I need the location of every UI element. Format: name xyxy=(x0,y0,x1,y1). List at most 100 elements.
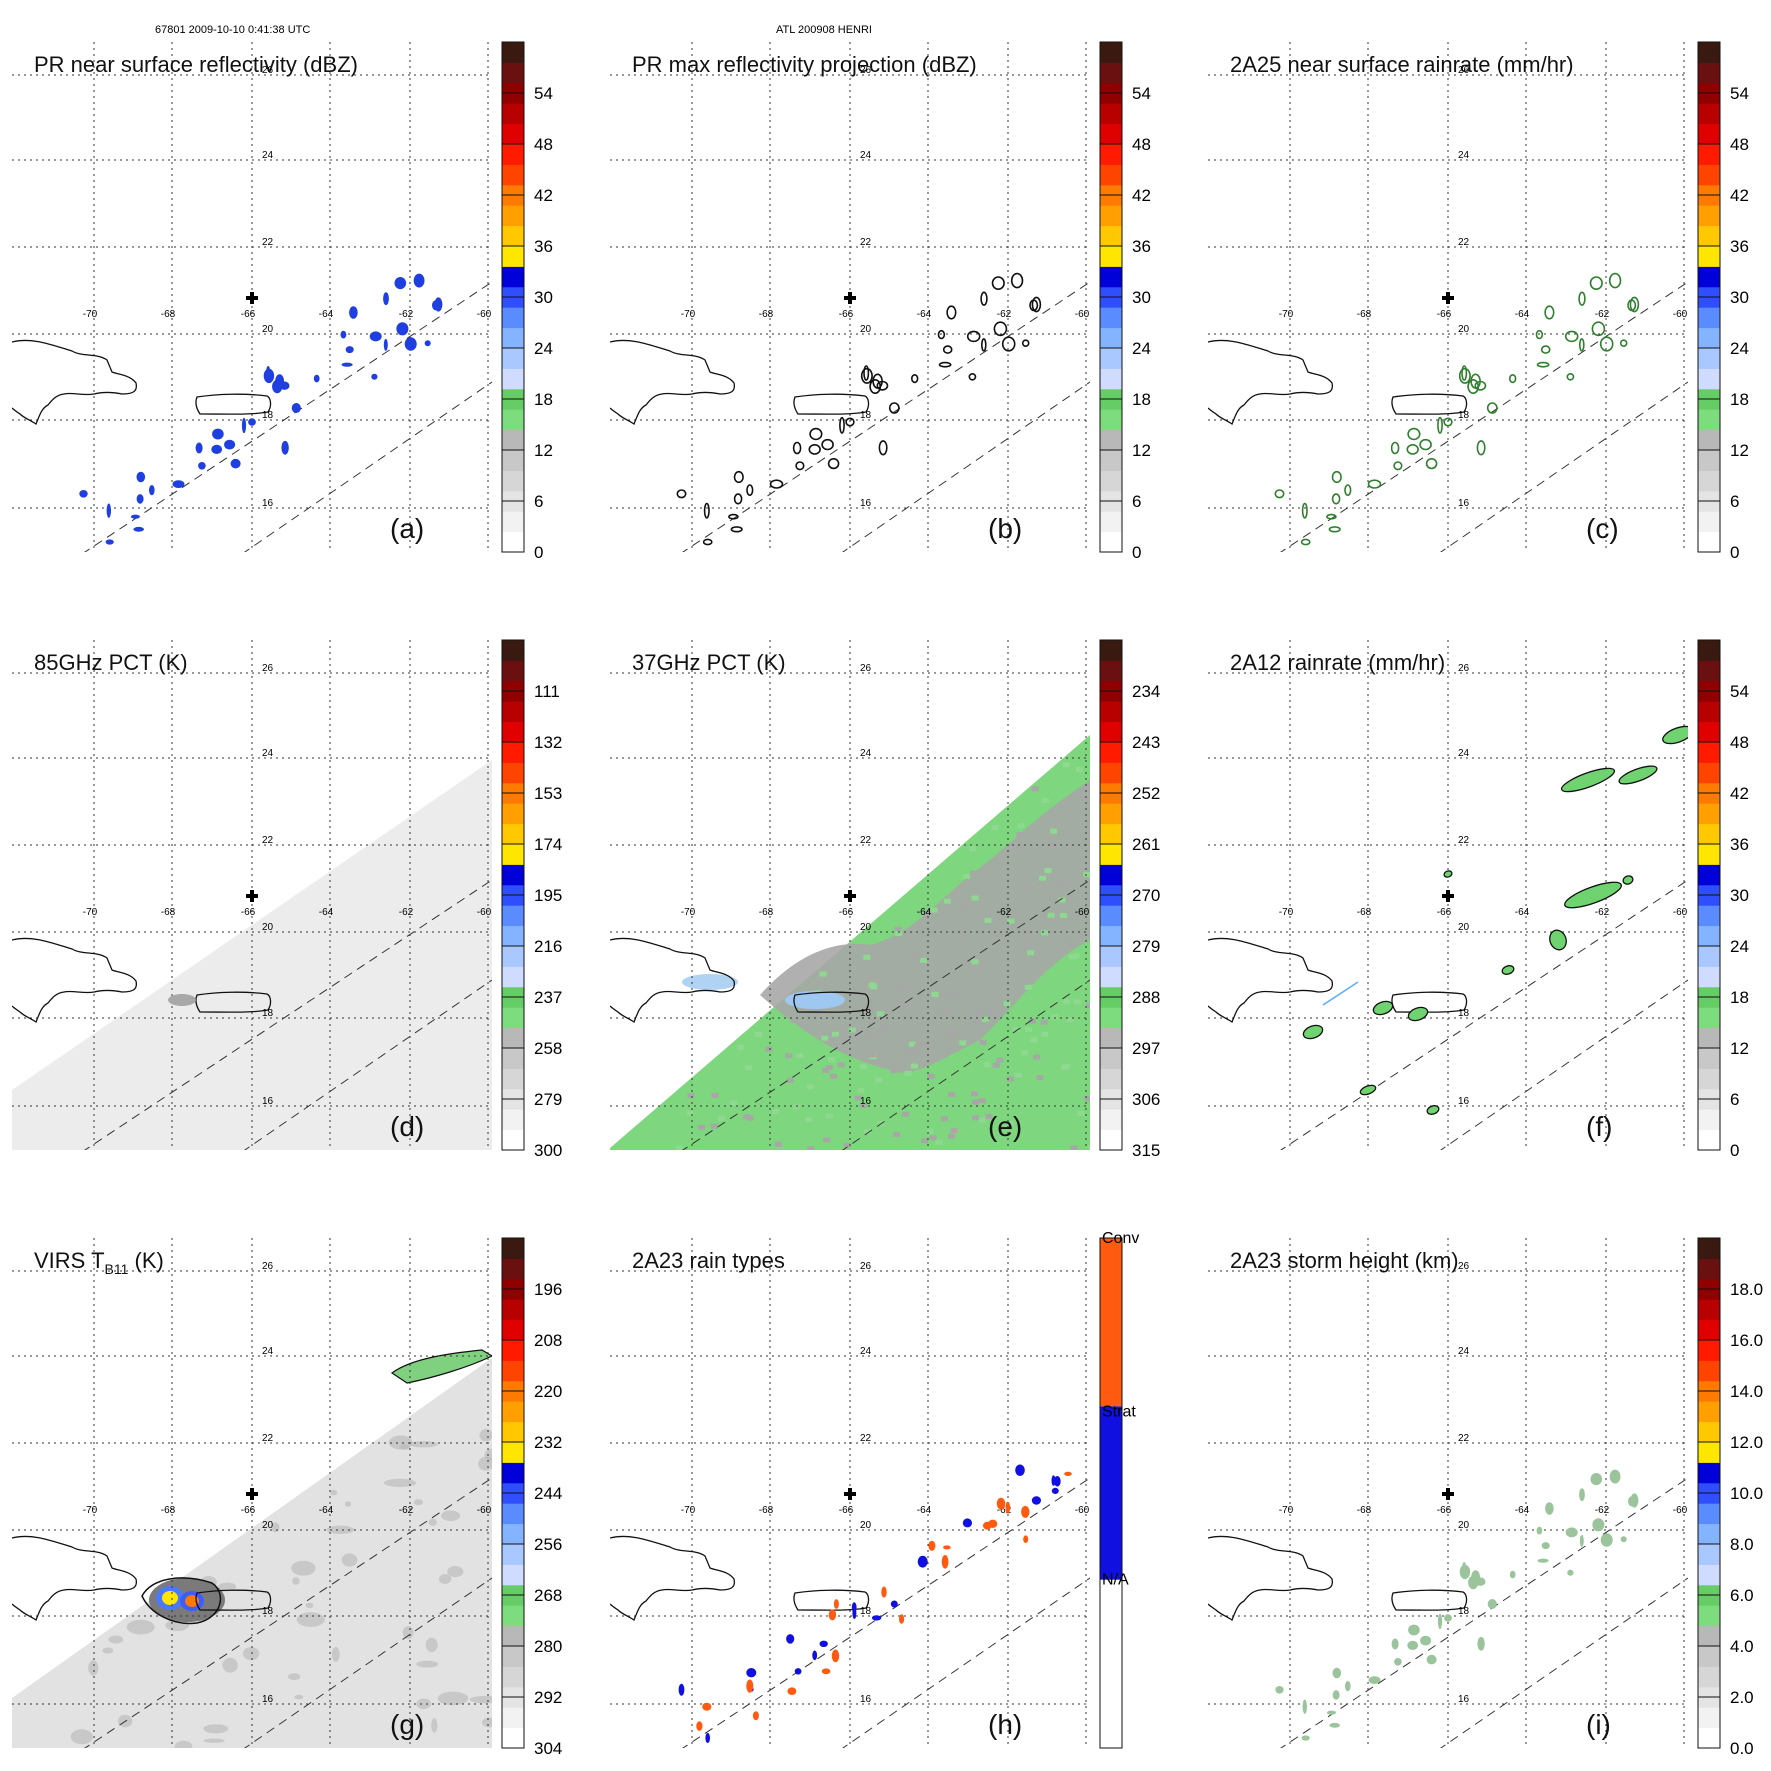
cloud-texture xyxy=(108,1635,124,1644)
pixel-mottle xyxy=(828,1057,836,1062)
echo-cell xyxy=(1437,1613,1443,1630)
colorbar-tick-label: 252 xyxy=(1132,784,1160,803)
colorbar-segment xyxy=(502,1319,524,1341)
pixel-mottle xyxy=(904,1070,912,1076)
pixel-mottle xyxy=(922,1042,930,1048)
panel-f: -70 -68 -66 -64 -62 -60 26 24 22 20 18 16 2A12 rainr… xyxy=(1208,639,1749,1160)
cross-bar xyxy=(250,890,254,902)
colorbar-tick-label: 18 xyxy=(1730,390,1749,409)
colorbar-tick-label: 292 xyxy=(534,1688,562,1707)
colorbar-segment xyxy=(1100,103,1122,125)
colorbar-segment xyxy=(1698,742,1720,763)
echo-cell xyxy=(130,514,140,519)
lat-label: 24 xyxy=(860,748,872,759)
storm-center-marker xyxy=(844,890,856,902)
rain-type-cell xyxy=(1064,1471,1072,1476)
pixel-mottle xyxy=(743,1114,751,1120)
colorbar-segment xyxy=(1698,1340,1720,1361)
puerto-rico-coast xyxy=(793,991,870,1013)
colorbar-segment xyxy=(1698,62,1720,84)
echo-cell xyxy=(1420,1635,1432,1646)
lon-label: -68 xyxy=(161,907,176,918)
rain-area xyxy=(1560,767,1616,793)
lat-label: 20 xyxy=(860,1520,872,1531)
panel-title: 2A12 rainrate (mm/hr) xyxy=(1230,650,1445,675)
pixel-mottle xyxy=(940,1116,948,1122)
lat-label: 26 xyxy=(1458,663,1470,674)
map-area: -70 -68 -66 -64 -62 -60 26 24 22 20 18 16 xyxy=(610,1238,1090,1748)
echo-cell xyxy=(1535,329,1544,340)
cloud-texture xyxy=(331,1646,340,1662)
pixel-mottle xyxy=(1041,1031,1049,1037)
rain-type-cell xyxy=(941,1555,949,1569)
lat-label: 18 xyxy=(860,1606,872,1617)
colorbar-tick-label: 42 xyxy=(1730,186,1749,205)
lon-label: -62 xyxy=(399,1505,414,1516)
echo-cell xyxy=(313,374,320,383)
cloud-texture xyxy=(344,1501,352,1507)
orbit-time-header: 67801 2009-10-10 0:41:38 UTC xyxy=(155,24,310,36)
echo-cell xyxy=(1609,1469,1621,1484)
colorbar-segment xyxy=(1698,470,1720,492)
lon-label: -66 xyxy=(1437,1505,1452,1516)
colorbar-segment xyxy=(502,1503,524,1525)
pixel-mottle xyxy=(875,1077,883,1083)
colorbar-tick-label: 42 xyxy=(534,186,553,205)
echo-cell xyxy=(1394,1658,1402,1666)
colorbar-tick-label: 12 xyxy=(1730,441,1749,460)
cloud-texture xyxy=(482,1717,492,1728)
echo-cell xyxy=(1275,1686,1284,1694)
lon-label: -70 xyxy=(83,907,98,918)
lon-label: -62 xyxy=(1595,907,1610,918)
pixel-mottle xyxy=(921,1138,929,1144)
rain-area xyxy=(1622,875,1634,885)
colorbar: 0 6 12 18 24 30 36 42 48 54 xyxy=(1697,639,1749,1160)
colorbar-segment xyxy=(502,164,524,186)
pixel-mottle xyxy=(890,1068,898,1074)
colorbar-segment xyxy=(1698,164,1720,186)
lat-label: 24 xyxy=(262,748,274,759)
colorbar-tick-label: 24 xyxy=(1730,339,1749,358)
lat-label: 22 xyxy=(860,237,872,248)
echo-cell xyxy=(1425,458,1438,470)
colorbar-segment xyxy=(1698,864,1720,886)
panel-title: 37GHz PCT (K) xyxy=(632,650,786,675)
lat-label: 22 xyxy=(262,835,274,846)
colorbar-segment xyxy=(1698,1421,1720,1443)
colorbar-segment xyxy=(502,1462,524,1484)
echo-cell xyxy=(676,489,687,499)
lat-label: 26 xyxy=(1458,1261,1470,1272)
colorbar-segment xyxy=(502,1625,524,1647)
storm-center-marker xyxy=(844,1488,856,1500)
cloud-texture xyxy=(428,1518,437,1526)
cloud-texture xyxy=(326,1525,355,1534)
lon-label: -60 xyxy=(1075,907,1090,918)
lon-label: -70 xyxy=(1279,1505,1294,1516)
pixel-mottle xyxy=(870,984,878,990)
pixel-mottle xyxy=(899,1002,907,1008)
colorbar-tick-label: 300 xyxy=(534,1141,562,1160)
colorbar-tick-label: 0.0 xyxy=(1730,1739,1754,1758)
light-rain-streak xyxy=(1322,981,1359,1006)
pixel-mottle xyxy=(947,1031,955,1037)
pixel-mottle xyxy=(1020,885,1028,891)
colorbar-tick-label: 54 xyxy=(1730,84,1749,103)
lat-label: 20 xyxy=(262,1520,274,1531)
colorbar-tick-label: 243 xyxy=(1132,733,1160,752)
colorbar-segment xyxy=(502,409,524,431)
pixel-mottle xyxy=(978,1117,986,1123)
rain-type-cell xyxy=(696,1721,703,1731)
colorbar-segment xyxy=(502,721,524,743)
colorbar-tick-label: 8.0 xyxy=(1730,1535,1754,1554)
pixel-mottle xyxy=(960,903,967,908)
cloud-texture xyxy=(291,1560,316,1576)
colorbar-tick-label: 42 xyxy=(1132,186,1151,205)
echo-cell xyxy=(136,494,144,504)
lon-label: -66 xyxy=(839,309,854,320)
echo-cell xyxy=(1564,330,1579,343)
storm-center-marker xyxy=(1442,292,1454,304)
lat-label: 24 xyxy=(1458,150,1470,161)
colorbar-segment xyxy=(502,103,524,125)
pixel-mottle xyxy=(1073,999,1081,1005)
lat-label: 26 xyxy=(860,65,872,76)
